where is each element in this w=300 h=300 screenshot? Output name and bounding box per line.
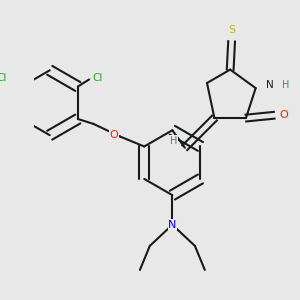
Text: O: O <box>110 130 118 140</box>
Text: H: H <box>170 136 177 146</box>
Text: S: S <box>228 25 235 35</box>
Text: N: N <box>168 220 176 230</box>
Text: Cl: Cl <box>92 73 103 83</box>
Text: N: N <box>266 80 274 90</box>
Text: H: H <box>282 80 289 90</box>
Text: Cl: Cl <box>0 73 7 83</box>
Text: O: O <box>280 110 288 120</box>
